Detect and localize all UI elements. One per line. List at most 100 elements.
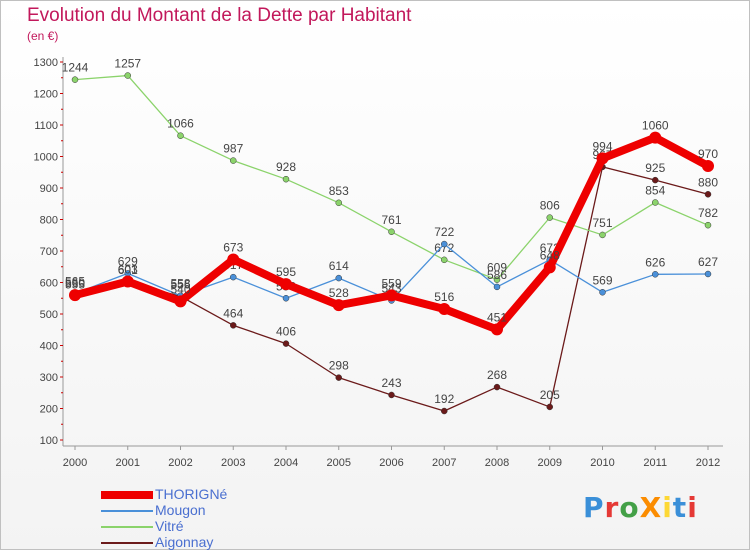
data-label: 565 [65,275,85,289]
logo-letter: o [619,491,640,524]
y-tick-label: 700 [40,246,58,258]
data-point [702,159,714,172]
y-tick-label: 400 [40,341,58,353]
legend-label: Mougon [155,502,206,518]
data-point [69,289,81,302]
data-point [388,391,395,399]
data-label: 854 [645,183,665,197]
x-tick-label: 2012 [696,457,720,469]
data-label: 673 [223,241,243,255]
data-point [282,295,290,302]
data-label: 556 [170,277,190,291]
legend-swatch [101,526,153,528]
data-label: 464 [223,306,243,320]
x-tick-label: 2011 [643,457,667,469]
x-tick-label: 2006 [379,457,403,469]
legend-swatch [101,542,153,544]
series-line [74,74,709,281]
data-point [280,278,292,291]
data-label: 268 [487,368,507,382]
data-label: 761 [381,213,401,227]
logo-letter: i [687,491,698,524]
x-tick-label: 2001 [116,457,140,469]
logo-letter: i [662,491,673,524]
data-label: 782 [698,206,718,220]
data-label: 806 [540,199,560,213]
data-label: 925 [645,161,665,175]
data-point [493,383,501,391]
data-point [335,274,342,282]
y-tick-label: 1100 [34,120,58,132]
data-label: 880 [698,175,718,189]
legend-label: Aigonnay [155,534,214,550]
data-label: 994 [592,139,612,153]
y-tick-label: 1300 [34,57,58,69]
data-label: 569 [592,273,612,287]
data-label: 192 [434,392,454,406]
data-point [652,271,659,278]
legend-label: THORIGNé [155,486,228,502]
data-point [335,199,342,207]
y-tick-label: 800 [40,215,58,227]
chart-title: Evolution du Montant de la Dette par Hab… [27,5,412,26]
data-label: 1060 [642,119,669,133]
data-point [704,191,712,198]
data-label: 558 [170,277,190,291]
data-point [652,176,659,184]
data-point [230,322,237,329]
x-tick-label: 2007 [432,457,456,469]
data-point [124,72,131,79]
data-label: 555 [65,278,85,292]
legend-label: Vitré [155,518,184,534]
chart-subtitle: (en €) [27,29,59,43]
logo-letter: r [604,491,620,524]
data-label: 987 [223,142,243,156]
data-label: 516 [434,290,454,304]
data-label: 648 [540,248,560,262]
data-label: 298 [329,359,349,373]
data-label: 1244 [62,61,89,75]
x-tick-label: 2000 [63,457,87,469]
data-point [704,221,712,229]
x-tick-label: 2002 [168,457,192,469]
y-tick-label: 300 [40,372,58,384]
data-point [441,240,448,248]
data-label: 451 [487,310,507,324]
data-point [599,289,606,296]
logo-letter: P [583,491,605,524]
data-point [230,157,237,164]
data-point [599,231,606,239]
data-point [649,131,662,144]
data-label: 722 [434,225,454,239]
y-tick-label: 900 [40,183,58,195]
data-point [441,256,448,264]
data-point [177,132,184,139]
data-label: 406 [276,325,296,339]
x-tick-label: 2009 [538,457,562,469]
data-label: 970 [698,147,718,161]
data-label: 205 [540,388,560,402]
x-tick-label: 2005 [327,457,351,469]
data-point [335,374,342,381]
data-label: 627 [698,255,718,269]
data-point [596,152,609,165]
legend-swatch [101,491,153,499]
logo-letter: X [639,491,663,524]
data-point [121,275,134,288]
y-tick-label: 1200 [34,89,58,101]
data-label: 559 [381,276,401,290]
data-point [543,261,556,274]
data-label: 543 [381,281,401,295]
data-point [174,295,187,308]
y-tick-label: 500 [40,309,58,321]
data-label: 672 [434,241,454,255]
data-point [282,175,290,183]
x-tick-label: 2010 [590,457,614,469]
data-label: 603 [118,263,138,277]
data-point [704,270,712,278]
data-label: 1066 [167,117,194,131]
x-tick-label: 2008 [485,457,509,469]
data-point [441,407,448,415]
data-label: 928 [276,160,296,174]
